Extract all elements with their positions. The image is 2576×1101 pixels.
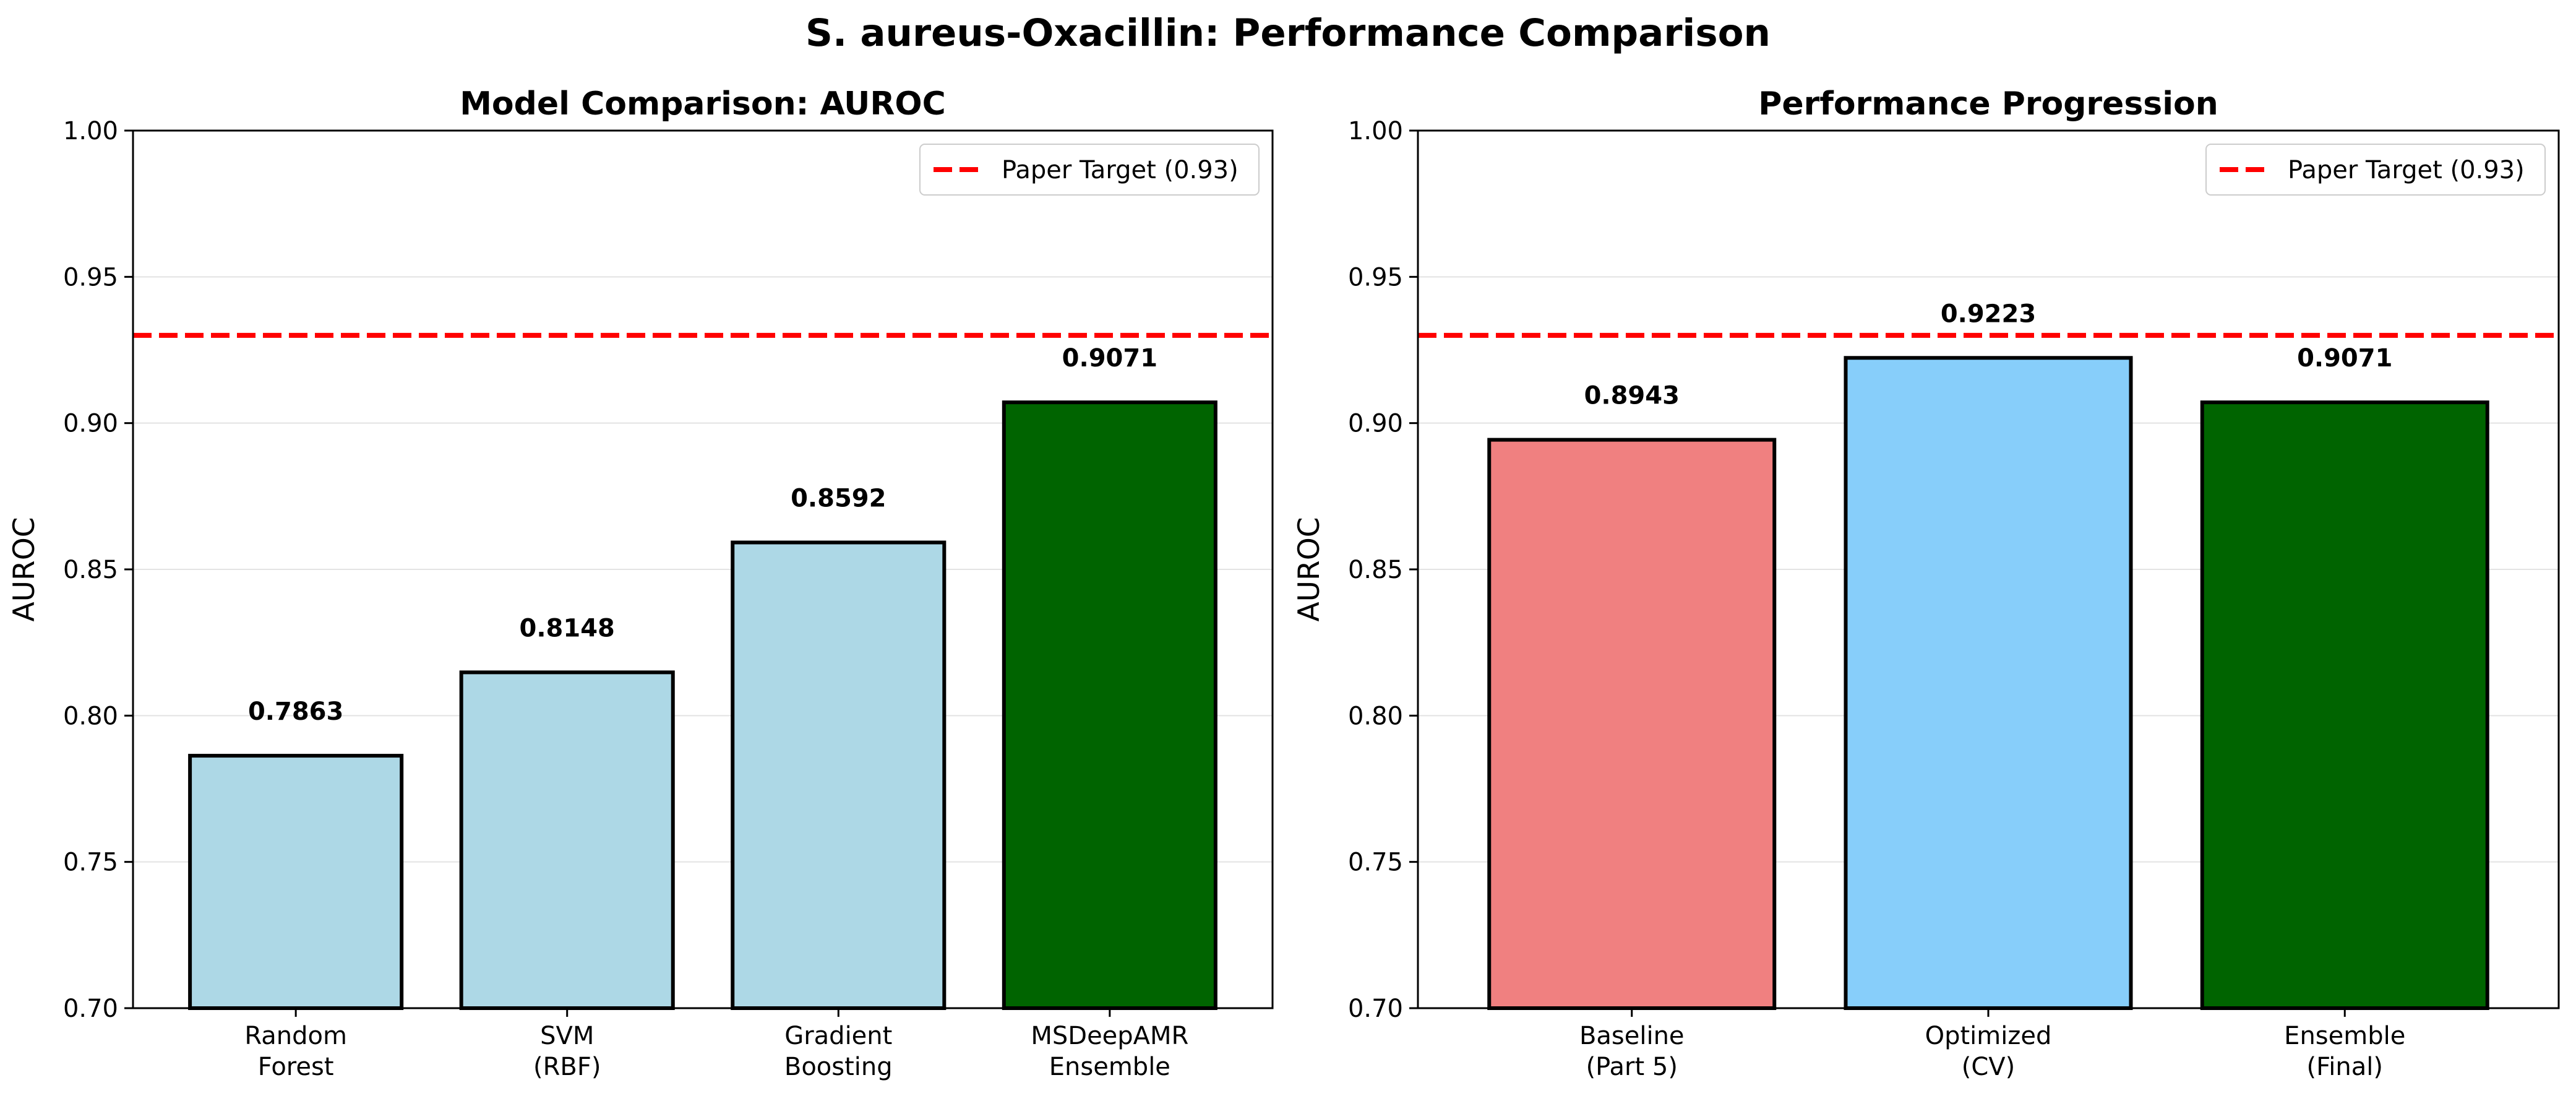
bar-value-label: 0.9071	[1062, 344, 1157, 373]
left-chart-axes: Model Comparison: AUROC 0.70 0.75 0.80 0.85 0…	[7, 85, 1274, 1081]
legend-label: Paper Target (0.93)	[2288, 156, 2525, 184]
x-tick-label: Baseline (Part 5)	[1579, 1022, 1685, 1081]
bar-value-label: 0.7863	[248, 697, 343, 726]
x-tick-label: SVM (RBF)	[533, 1022, 601, 1081]
chart-title: Model Comparison: AUROC	[460, 85, 946, 123]
bar	[1487, 438, 1777, 1010]
y-tick-label: 0.90	[1348, 410, 1403, 438]
bar-value-label: 0.8592	[791, 485, 886, 513]
x-tick-label: Random Forest	[244, 1022, 347, 1081]
chart-title: Performance Progression	[1758, 85, 2218, 123]
axes-frame	[132, 129, 1274, 1009]
legend-box	[919, 144, 1260, 196]
y-tick-label: 0.85	[1348, 556, 1403, 584]
x-tick-label: Optimized (CV)	[1925, 1022, 2052, 1081]
y-tick-label: 0.80	[63, 702, 118, 730]
bar	[188, 754, 404, 1010]
y-axis-label: AUROC	[7, 517, 41, 621]
bar-value-label: 0.8943	[1584, 382, 1680, 410]
legend-box	[2205, 144, 2546, 196]
axes-frame	[1417, 129, 2560, 1009]
bar-value-label: 0.9223	[1941, 300, 2036, 328]
y-tick-label: 0.70	[63, 995, 118, 1023]
x-tick-label: Ensemble (Final)	[2284, 1022, 2405, 1081]
y-tick-label: 0.90	[63, 410, 118, 438]
bar	[459, 670, 675, 1010]
y-tick-label: 0.95	[63, 263, 118, 291]
bar	[1844, 356, 2133, 1011]
y-tick-label: 0.75	[1348, 848, 1403, 877]
legend: Paper Target (0.93)	[919, 144, 1260, 196]
y-tick-label: 0.85	[63, 556, 118, 584]
y-tick-label: 1.00	[1348, 117, 1403, 145]
bar-value-label: 0.8148	[520, 614, 615, 642]
y-axis-label: AUROC	[1292, 517, 1326, 621]
y-tick-label: 1.00	[63, 117, 118, 145]
bar	[1002, 400, 1217, 1010]
legend-label: Paper Target (0.93)	[1002, 156, 1239, 184]
figure-suptitle: S. aureus-Oxacillin: Performance Compari…	[805, 11, 1771, 55]
y-tick-label: 0.75	[63, 848, 118, 877]
bar	[731, 540, 947, 1010]
y-tick-label: 0.80	[1348, 702, 1403, 730]
x-tick-label: Gradient Boosting	[784, 1022, 893, 1081]
bar-value-label: 0.9071	[2297, 344, 2392, 373]
y-tick-label: 0.95	[1348, 263, 1403, 291]
y-tick-label: 0.70	[1348, 995, 1403, 1023]
legend: Paper Target (0.93)	[2205, 144, 2546, 196]
x-tick-label: MSDeepAMR Ensemble	[1031, 1022, 1188, 1081]
bar	[2200, 400, 2489, 1010]
right-chart-axes: Performance Progression 0.70 0.75 0.80 0.85 0…	[1292, 85, 2560, 1081]
